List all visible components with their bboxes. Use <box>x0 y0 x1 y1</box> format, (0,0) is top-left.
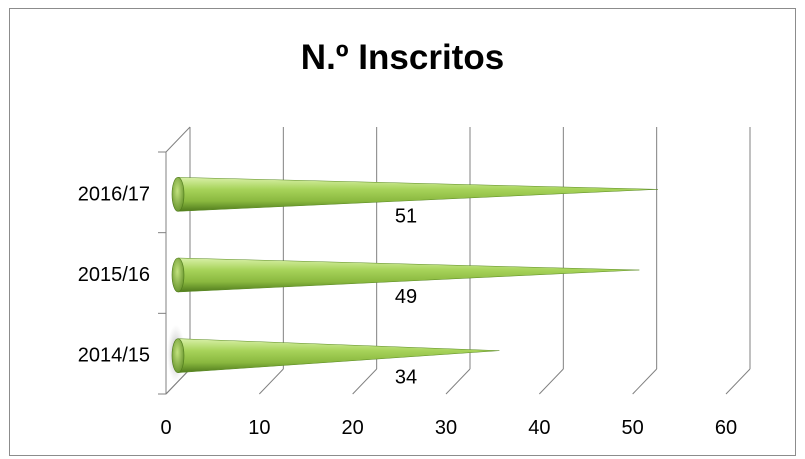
y-axis-top-edge <box>165 126 191 153</box>
floor-line <box>258 368 284 395</box>
x-tick-label: 30 <box>435 417 457 439</box>
floor-line <box>632 368 658 395</box>
data-label: 34 <box>395 367 417 389</box>
y-tick-label: 2016/17 <box>78 183 150 205</box>
floor-line <box>352 368 378 395</box>
x-tick-label: 60 <box>715 417 737 439</box>
x-tick-label: 40 <box>528 417 550 439</box>
y-tick-label: 2014/15 <box>78 345 150 367</box>
x-tick-label: 50 <box>622 417 644 439</box>
bar-cone <box>177 177 659 212</box>
x-tick-label: 0 <box>160 417 171 439</box>
bar-cone <box>177 338 500 373</box>
floor-line <box>538 368 564 395</box>
data-label: 49 <box>395 286 417 308</box>
bar-cone-base <box>171 177 185 212</box>
floor-line <box>445 368 471 395</box>
floor-line <box>725 368 751 395</box>
x-tick-label: 20 <box>342 417 364 439</box>
x-tick-label: 10 <box>248 417 270 439</box>
y-tick-label: 2015/16 <box>78 264 150 286</box>
chart-frame <box>9 8 796 456</box>
chart-title: N.º Inscritos <box>300 38 505 77</box>
data-label: 51 <box>395 205 417 227</box>
bar-cone-base <box>171 257 185 293</box>
bar-cone-base <box>171 338 185 373</box>
